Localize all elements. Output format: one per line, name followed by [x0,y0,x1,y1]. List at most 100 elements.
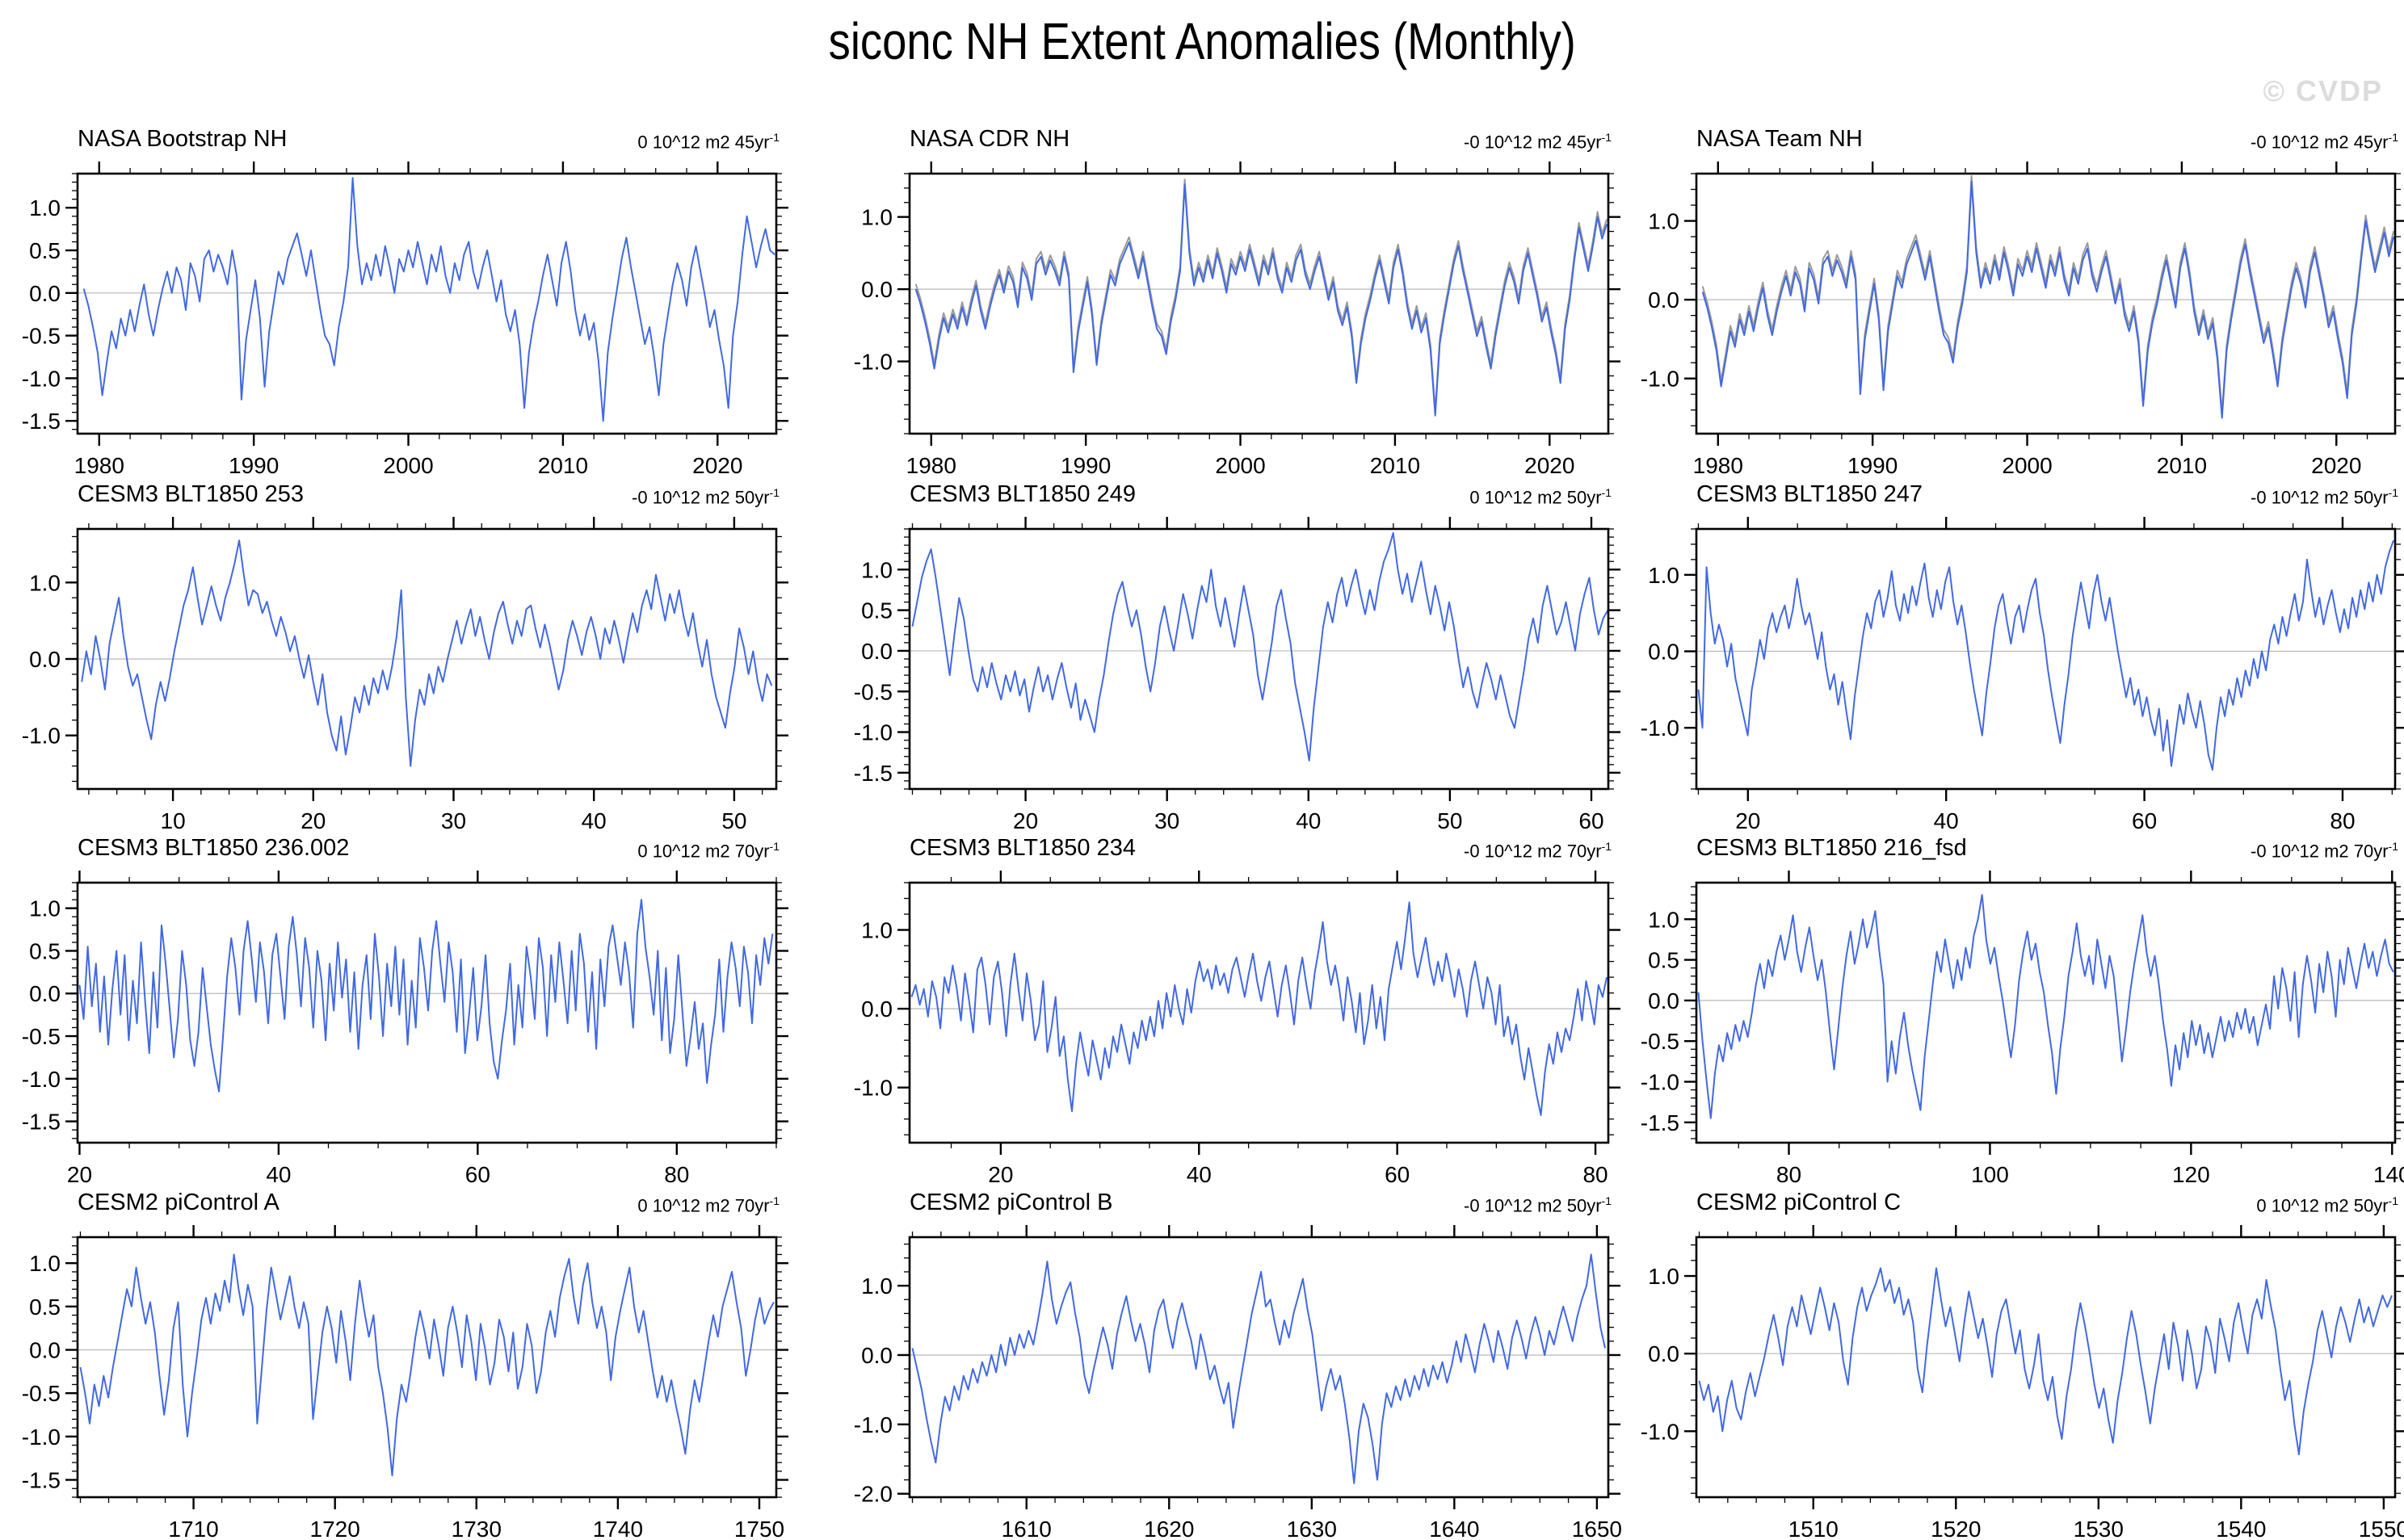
x-axis-tick-label: 2010 [1370,453,1420,478]
panel-units-label: -0 10^12 m2 45yr-1 [2251,130,2398,152]
panel-plot: 80 100 120 140 1.0 0.5 0.0 -0.5 -1.0 -1.5 [1641,871,2404,1187]
x-axis-tick-label: 80 [1582,1162,1608,1187]
anomaly-series-line [81,539,773,767]
x-axis-tick-label: 20 [988,1162,1013,1187]
panel-title: CESM2 piControl B [910,1190,1113,1215]
panel-cesm2-picontrol-b: CESM2 piControl B -0 10^12 m2 50yr-1 1610 1… [847,1184,1622,1540]
x-axis-tick-label: 40 [1296,808,1321,833]
y-axis-tick-label: -1.5 [22,1110,61,1135]
panel-title: NASA CDR NH [910,126,1070,152]
y-axis-tick-label: 0.5 [1648,948,1679,973]
x-axis-tick-label: 1540 [2216,1517,2266,1540]
x-axis-tick-label: 1990 [1847,453,1898,478]
y-axis-tick-label: -1.0 [1641,715,1679,741]
x-axis-tick-label: 50 [721,808,746,833]
panel-header: CESM3 BLT1850 234 -0 10^12 m2 70yr-1 [847,829,1620,862]
y-axis-tick-label: -1.5 [22,409,61,434]
panel-header: CESM3 BLT1850 216_fsd -0 10^12 m2 70yr-1 [1633,829,2404,862]
y-axis-tick-label: 1.0 [1648,907,1679,932]
y-axis-tick-label: 0.5 [29,238,61,263]
x-axis-tick-label: 1750 [734,1517,784,1540]
panel-header: NASA Team NH -0 10^12 m2 45yr-1 [1633,120,2404,153]
x-axis-tick-label: 20 [1013,808,1038,833]
x-axis-tick-label: 1980 [74,453,124,478]
panel-plot: 1610 1620 1630 1640 1650 1.0 0.0 -1.0 -2.0 [854,1225,1622,1540]
x-axis-tick-label: 1630 [1287,1517,1337,1540]
panel-title: CESM3 BLT1850 249 [910,481,1136,507]
anomaly-series-line [1698,1267,2393,1456]
x-axis-tick-label: 40 [1187,1162,1212,1187]
y-axis-tick-label: -1.0 [1641,1070,1679,1095]
x-axis-tick-label: 80 [2330,808,2355,833]
panel-header: CESM2 piControl C 0 10^12 m2 50yr-1 [1633,1184,2404,1216]
panel-title: CESM2 piControl A [78,1190,279,1215]
anomaly-series-line [82,177,775,422]
y-axis-tick-label: 0.0 [1648,988,1679,1013]
x-axis-tick-label: 2020 [692,453,742,478]
panel-title: CESM3 BLT1850 236.002 [78,835,350,861]
x-axis-tick-label: 60 [1385,1162,1410,1187]
x-axis-tick-label: 80 [1776,1162,1801,1187]
panel-units-label: 0 10^12 m2 70yr-1 [637,1194,780,1215]
x-axis-tick-label: 2010 [538,453,588,478]
y-axis-tick-label: -1.0 [854,720,893,745]
x-axis-tick-label: 20 [300,808,326,833]
panel-plot: 20 40 60 80 1.0 0.0 -1.0 [854,871,1620,1187]
x-axis-tick-label: 2020 [2311,453,2361,478]
panel-nasa-bootstrap-nh: NASA Bootstrap NH 0 10^12 m2 45yr-1 1980 19… [15,120,788,484]
panel-units-label: -0 10^12 m2 70yr-1 [2251,839,2398,861]
y-axis-tick-label: 0.0 [29,647,61,672]
y-axis-tick-label: -1.5 [22,1468,61,1493]
panel-header: CESM3 BLT1850 249 0 10^12 m2 50yr-1 [847,476,1620,508]
x-axis-tick-label: 20 [67,1162,92,1187]
panel-header: NASA Bootstrap NH 0 10^12 m2 45yr-1 [15,120,788,153]
x-axis-tick-label: 50 [1437,808,1462,833]
x-axis-tick-label: 1710 [168,1517,218,1540]
panel-plot: 20 40 60 80 1.0 0.5 0.0 -0.5 -1.0 -1.5 [22,871,788,1187]
x-axis-tick-label: 40 [266,1162,291,1187]
y-axis-tick-label: 1.0 [861,918,893,943]
x-axis-tick-label: 30 [441,808,466,833]
panel-plot: 1710 1720 1730 1740 1750 1.0 0.5 0.0 -0.5 -1.0 -1.… [22,1225,788,1540]
panel-units-label: -0 10^12 m2 50yr-1 [1464,1194,1612,1215]
panel-units-label: -0 10^12 m2 70yr-1 [1464,839,1612,861]
y-axis-tick-label: -0.5 [22,324,61,349]
panel-cesm2-picontrol-a: CESM2 piControl A 0 10^12 m2 70yr-1 1710 17… [15,1184,788,1540]
panel-header: CESM3 BLT1850 247 -0 10^12 m2 50yr-1 [1633,476,2404,508]
panel-plot: 20 40 60 80 1.0 0.0 -1.0 [1641,517,2404,833]
panel-units-label: 0 10^12 m2 70yr-1 [637,839,780,861]
cvdp-watermark: © CVDP [2263,74,2383,107]
x-axis-tick-label: 2000 [383,453,433,478]
panel-cesm3-blt1850-253: CESM3 BLT1850 253 -0 10^12 m2 50yr-1 10 20 3… [15,476,788,839]
panel-title: CESM3 BLT1850 234 [910,835,1136,861]
anomaly-series-line [1701,180,2395,419]
panel-title: NASA Bootstrap NH [78,126,288,152]
panel-cesm3-blt1850-216-fsd: CESM3 BLT1850 216_fsd -0 10^12 m2 70yr-1 8… [1633,829,2404,1193]
x-axis-tick-label: 10 [161,808,186,833]
x-axis-tick-label: 30 [1154,808,1179,833]
y-axis-tick-label: 0.0 [1648,1341,1679,1366]
y-axis-tick-label: 1.0 [29,1251,61,1276]
x-axis-tick-label: 2010 [2157,453,2207,478]
y-axis-tick-label: -1.0 [854,350,893,375]
x-axis-tick-label: 1990 [229,453,279,478]
x-axis-tick-label: 1620 [1144,1517,1194,1540]
x-axis-tick-label: 1640 [1429,1517,1479,1540]
panel-header: CESM3 BLT1850 236.002 0 10^12 m2 70yr-1 [15,829,788,862]
panel-title: CESM3 BLT1850 216_fsd [1696,835,1967,861]
anomaly-series-line [914,183,1608,417]
y-axis-tick-label: -1.0 [1641,367,1679,392]
x-axis-tick-label: 1980 [1693,453,1743,478]
y-axis-tick-label: -0.5 [1641,1029,1679,1054]
y-axis-tick-label: 1.0 [29,896,61,921]
y-axis-tick-label: 0.0 [861,1343,893,1368]
y-axis-tick-label: 1.0 [29,195,61,220]
panel-plot: 10 20 30 40 50 1.0 0.0 -1.0 [22,517,788,833]
page-title: siconc NH Extent Anomalies (Monthly) [828,12,1576,70]
x-axis-tick-label: 2020 [1524,453,1574,478]
x-axis-tick-label: 140 [2373,1162,2404,1187]
anomaly-series-line [79,1253,775,1477]
y-axis-tick-label: 0.0 [29,281,61,306]
y-axis-tick-label: 1.0 [861,1274,893,1299]
